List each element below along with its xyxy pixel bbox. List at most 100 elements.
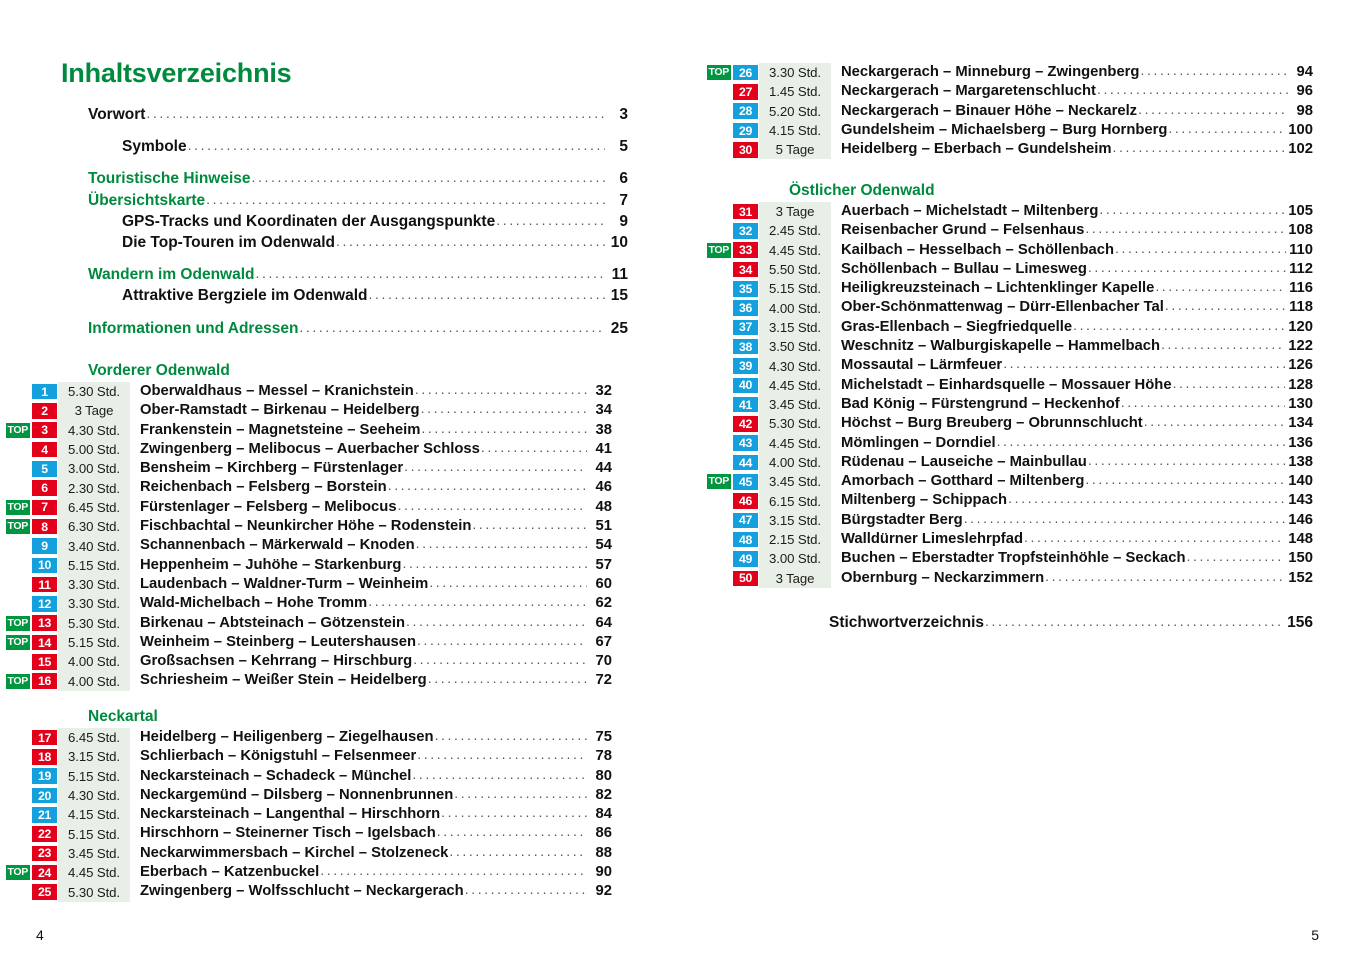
tour-row[interactable]: 32 2.45 Std. Reisenbacher Grund – Felsenha…: [701, 221, 1313, 241]
tour-entry[interactable]: Neckarsteinach – Schadeck – Münchel 80: [130, 767, 612, 786]
tour-entry[interactable]: Mossautal – Lärmfeuer 126: [831, 356, 1313, 375]
tour-entry[interactable]: Schlierbach – Königstuhl – Felsenmeer 78: [130, 747, 612, 766]
tour-entry[interactable]: Zwingenberg – Melibocus – Auerbacher Sch…: [130, 440, 612, 459]
toc-entry[interactable]: GPS-Tracks und Koordinaten der Ausgangsp…: [88, 211, 628, 232]
tour-row[interactable]: 34 5.50 Std. Schöllenbach – Bullau – Limes…: [701, 259, 1313, 280]
tour-entry[interactable]: Neckarwimmersbach – Kirchel – Stolzeneck…: [130, 844, 612, 863]
tour-row[interactable]: 37 3.15 Std. Gras-Ellenbach – Siegfriedque…: [701, 317, 1313, 338]
tour-row[interactable]: TOP 26 3.30 Std. Neckargerach – Minneburg –…: [701, 63, 1313, 83]
tour-entry[interactable]: Neckargerach – Margaretenschlucht 96: [831, 82, 1313, 101]
tour-row[interactable]: 28 5.20 Std. Neckargerach – Binauer Höhe –…: [701, 101, 1313, 121]
tour-entry[interactable]: Reichenbach – Felsberg – Borstein 46: [130, 478, 612, 497]
tour-entry[interactable]: Wald-Michelbach – Hohe Tromm 62: [130, 594, 612, 613]
toc-entry[interactable]: Touristische Hinweise 6: [88, 168, 628, 189]
tour-row[interactable]: TOP 45 3.45 Std. Amorbach – Gotthard – Milt…: [701, 472, 1313, 492]
tour-row[interactable]: 10 5.15 Std. Heppenheim – Juhöhe – Starken…: [0, 555, 612, 575]
tour-row[interactable]: 38 3.50 Std. Weschnitz – Walburgiskapelle …: [701, 337, 1313, 357]
tour-entry[interactable]: Auerbach – Michelstadt – Miltenberg 105: [831, 202, 1313, 221]
tour-entry[interactable]: Eberbach – Katzenbuckel 90: [130, 863, 612, 882]
tour-entry[interactable]: Neckargemünd – Dilsberg – Nonnenbrunnen 8…: [130, 786, 612, 805]
tour-row[interactable]: 42 5.30 Std. Höchst – Burg Breuberg – Obru…: [701, 414, 1313, 434]
tour-entry[interactable]: Reisenbacher Grund – Felsenhaus 108: [831, 221, 1313, 240]
tour-row[interactable]: 27 1.45 Std. Neckargerach – Margaretenschl…: [701, 82, 1313, 102]
tour-entry[interactable]: Kailbach – Hesselbach – Schöllenbach 110: [831, 241, 1313, 260]
tour-row[interactable]: 36 4.00 Std. Ober-Schönmattenwag – Dürr-El…: [701, 298, 1313, 318]
tour-entry[interactable]: Oberwaldhaus – Messel – Kranichstein 32: [130, 382, 612, 401]
tour-row[interactable]: TOP 7 6.45 Std. Fürstenlager – Felsberg – M…: [0, 497, 612, 518]
tour-row[interactable]: 1 5.30 Std. Oberwaldhaus – Messel – Kranic…: [0, 382, 612, 402]
tour-entry[interactable]: Obernburg – Neckarzimmern 152: [831, 569, 1313, 588]
tour-row[interactable]: 23 3.45 Std. Neckarwimmersbach – Kirchel –…: [0, 843, 612, 864]
tour-row[interactable]: 17 6.45 Std. Heidelberg – Heiligenberg – Z…: [0, 728, 612, 748]
tour-entry[interactable]: Laudenbach – Waldner-Turm – Weinheim 60: [130, 575, 612, 594]
tour-entry[interactable]: Großsachsen – Kehrrang – Hirschburg 70: [130, 652, 612, 671]
tour-entry[interactable]: Weschnitz – Walburgiskapelle – Hammelbac…: [831, 337, 1313, 356]
tour-row[interactable]: 35 5.15 Std. Heiligkreuzsteinach – Lichten…: [701, 279, 1313, 299]
tour-row[interactable]: TOP 3 4.30 Std. Frankenstein – Magnetsteine…: [0, 420, 612, 440]
tour-entry[interactable]: Neckarsteinach – Langenthal – Hirschhorn…: [130, 805, 612, 824]
tour-entry[interactable]: Höchst – Burg Breuberg – Obrunnschlucht 1…: [831, 414, 1313, 433]
tour-row[interactable]: 40 4.45 Std. Michelstadt – Einhardsquelle …: [701, 375, 1313, 395]
tour-row[interactable]: 25 5.30 Std. Zwingenberg – Wolfsschlucht –…: [0, 882, 612, 902]
tour-row[interactable]: 5 3.00 Std. Bensheim – Kirchberg – Fürsten…: [0, 459, 612, 479]
tour-row[interactable]: 31 3 Tage Auerbach – Michelstadt – Miltenb…: [701, 202, 1313, 222]
tour-entry[interactable]: Hirschhorn – Steinerner Tisch – Igelsbac…: [130, 824, 612, 843]
tour-row[interactable]: TOP 16 4.00 Std. Schriesheim – Weißer Stein…: [0, 671, 612, 691]
tour-entry[interactable]: Heidelberg – Heiligenberg – Ziegelhausen…: [130, 728, 612, 747]
tour-entry[interactable]: Gundelsheim – Michaelsberg – Burg Hornbe…: [831, 121, 1313, 140]
tour-entry[interactable]: Heiligkreuzsteinach – Lichtenklinger Kap…: [831, 279, 1313, 298]
toc-entry[interactable]: Übersichtskarte 7: [88, 190, 628, 211]
tour-entry[interactable]: Weinheim – Steinberg – Leutershausen 67: [130, 633, 612, 652]
tour-row[interactable]: 20 4.30 Std. Neckargemünd – Dilsberg – Non…: [0, 785, 612, 806]
toc-entry[interactable]: Informationen und Adressen 25: [88, 318, 628, 339]
tour-entry[interactable]: Neckargerach – Minneburg – Zwingenberg 94: [831, 63, 1313, 82]
tour-row[interactable]: 29 4.15 Std. Gundelsheim – Michaelsberg – …: [701, 120, 1313, 141]
tour-entry[interactable]: Bad König – Fürstengrund – Heckenhof 130: [831, 395, 1313, 414]
tour-row[interactable]: 49 3.00 Std. Buchen – Eberstadter Tropfste…: [701, 549, 1313, 569]
tour-entry[interactable]: Miltenberg – Schippach 143: [831, 491, 1313, 510]
tour-row[interactable]: 123.30 Std. Wald-Michelbach – Hohe Tromm 6…: [0, 594, 612, 614]
tour-entry[interactable]: Rüdenau – Lauseiche – Mainbullau 138: [831, 453, 1313, 472]
tour-row[interactable]: 22 5.15 Std. Hirschhorn – Steinerner Tisch…: [0, 824, 612, 844]
tour-entry[interactable]: Schöllenbach – Bullau – Limesweg 112: [831, 260, 1313, 279]
tour-row[interactable]: 4 5.00 Std. Zwingenberg – Melibocus – Auer…: [0, 439, 612, 460]
tour-entry[interactable]: Neckargerach – Binauer Höhe – Neckarelz 9…: [831, 102, 1313, 121]
tour-entry[interactable]: Birkenau – Abtsteinach – Götzenstein 64: [130, 614, 612, 633]
tour-row[interactable]: 482.15 Std. Walldürner Limeslehrpfad 148: [701, 530, 1313, 550]
tour-row[interactable]: TOP 14 5.15 Std. Weinheim – Steinberg – Leu…: [0, 632, 612, 653]
tour-entry[interactable]: Heppenheim – Juhöhe – Starkenburg 57: [130, 556, 612, 575]
tour-row[interactable]: 11 3.30 Std. Laudenbach – Waldner-Turm – W…: [0, 574, 612, 595]
tour-row[interactable]: 30 5 Tage Heidelberg – Eberbach – Gundelsh…: [701, 140, 1313, 160]
tour-row[interactable]: 473.15 Std. Bürgstadter Berg 146: [701, 510, 1313, 531]
tour-entry[interactable]: Bensheim – Kirchberg – Fürstenlager 44: [130, 459, 612, 478]
tour-row[interactable]: 18 3.15 Std. Schlierbach – Königstuhl – Fe…: [0, 747, 612, 767]
tour-entry[interactable]: Ober-Ramstadt – Birkenau – Heidelberg 34: [130, 401, 612, 420]
tour-entry[interactable]: Fischbachtal – Neunkircher Höhe – Rodens…: [130, 517, 612, 536]
toc-entry[interactable]: Symbole 5: [88, 136, 628, 157]
toc-entry[interactable]: Vorwort 3: [88, 104, 628, 125]
tour-row[interactable]: TOP 8 6.30 Std. Fischbachtal – Neunkircher …: [0, 517, 612, 537]
toc-entry[interactable]: Attraktive Bergziele im Odenwald 15: [88, 285, 628, 306]
tour-row[interactable]: 41 3.45 Std. Bad König – Fürstengrund – He…: [701, 394, 1313, 415]
toc-entry[interactable]: Die Top-Touren im Odenwald 10: [88, 232, 628, 253]
tour-entry[interactable]: Fürstenlager – Felsberg – Melibocus 48: [130, 498, 612, 517]
index-entry[interactable]: Stichwortverzeichnis 156: [829, 614, 1313, 632]
tour-entry[interactable]: Schriesheim – Weißer Stein – Heidelberg 7…: [130, 671, 612, 690]
tour-entry[interactable]: Gras-Ellenbach – Siegfriedquelle 120: [831, 318, 1313, 337]
tour-entry[interactable]: Michelstadt – Einhardsquelle – Mossauer …: [831, 376, 1313, 395]
tour-row[interactable]: 9 3.40 Std. Schannenbach – Märkerwald – Kn…: [0, 536, 612, 556]
tour-row[interactable]: 394.30 Std. Mossautal – Lärmfeuer 126: [701, 356, 1313, 376]
tour-entry[interactable]: Bürgstadter Berg 146: [831, 511, 1313, 530]
tour-row[interactable]: 466.15 Std. Miltenberg – Schippach 143: [701, 491, 1313, 511]
tour-row[interactable]: 503 Tage Obernburg – Neckarzimmern 152: [701, 568, 1313, 588]
toc-entry[interactable]: Wandern im Odenwald 11: [88, 264, 628, 285]
tour-row[interactable]: 21 4.15 Std. Neckarsteinach – Langenthal –…: [0, 805, 612, 825]
tour-row[interactable]: 15 4.00 Std. Großsachsen – Kehrrang – Hirs…: [0, 652, 612, 672]
tour-entry[interactable]: Zwingenberg – Wolfsschlucht – Neckargera…: [130, 882, 612, 901]
tour-entry[interactable]: Heidelberg – Eberbach – Gundelsheim 102: [831, 140, 1313, 159]
tour-entry[interactable]: Buchen – Eberstadter Tropfsteinhöhle – S…: [831, 549, 1313, 568]
tour-entry[interactable]: Amorbach – Gotthard – Miltenberg 140: [831, 472, 1313, 491]
tour-entry[interactable]: Schannenbach – Märkerwald – Knoden 54: [130, 536, 612, 555]
tour-row[interactable]: 19 5.15 Std. Neckarsteinach – Schadeck – M…: [0, 766, 612, 786]
